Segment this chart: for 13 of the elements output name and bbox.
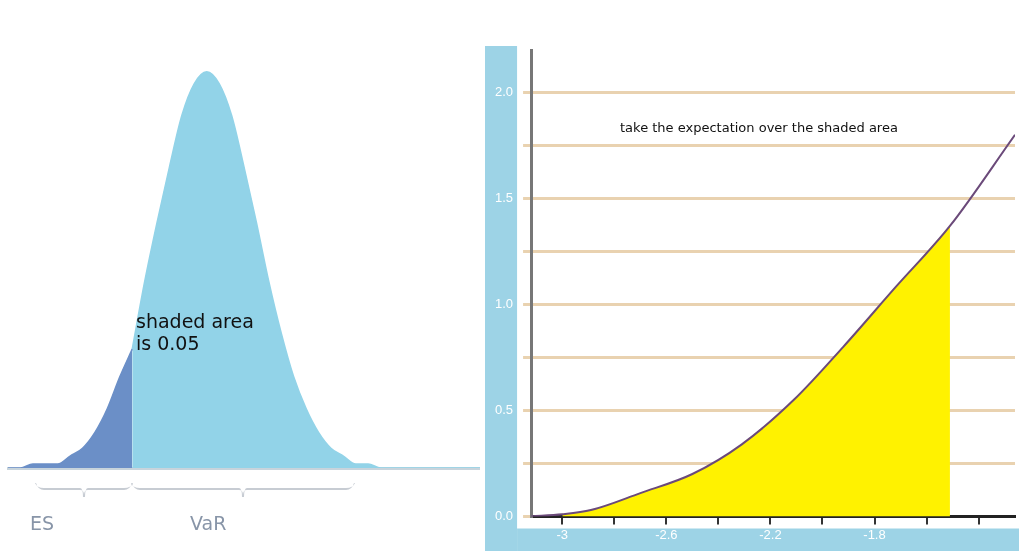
y-tick-label: 0.5 xyxy=(494,401,514,417)
y-tick-label: 0.0 xyxy=(494,507,514,523)
y-tick-label: 1.5 xyxy=(494,189,514,205)
x-tick-label: -3 xyxy=(556,526,569,542)
x-tick-label: -2.6 xyxy=(655,526,678,542)
text: VaR xyxy=(190,512,227,534)
annotation: shaded area is 0.05 xyxy=(136,310,255,354)
annotation: take the expectation over the shaded area xyxy=(620,120,898,135)
x-tick-label: -1.8 xyxy=(863,526,886,542)
y-tick-label: 2.0 xyxy=(494,83,514,99)
text: ES xyxy=(30,512,55,534)
x-tick-label: -2.2 xyxy=(759,526,782,542)
y-tick-label: 1.0 xyxy=(494,295,514,311)
